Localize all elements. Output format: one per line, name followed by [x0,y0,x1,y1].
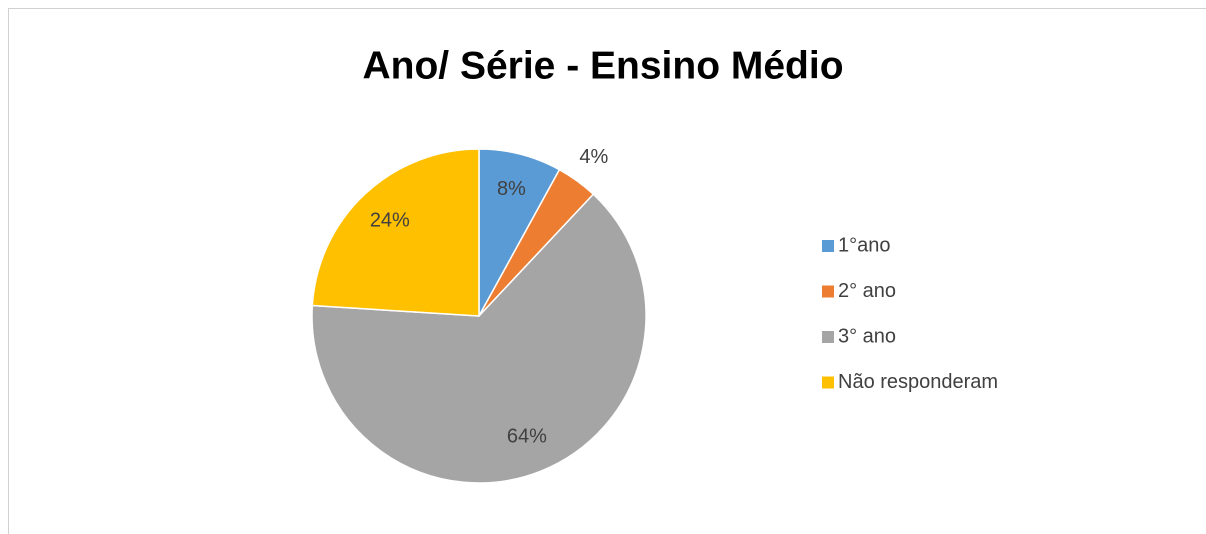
legend-swatch [822,376,834,389]
legend-swatch [822,285,834,298]
legend-label: 3° ano [838,325,896,347]
pie-slice [311,148,480,317]
data-label: 24% [370,209,410,231]
chart-title: Ano/ Série - Ensino Médio [362,44,843,87]
data-label: 64% [507,425,547,447]
legend-swatch [822,240,834,252]
legend-label: 2° ano [838,280,896,302]
legend-label: 1°ano [838,234,891,256]
data-label: 4% [579,146,608,168]
data-label: 8% [497,178,526,200]
pie-slice [311,193,647,484]
legend-label: Não responderam [838,371,998,393]
legend-swatch [822,331,834,343]
